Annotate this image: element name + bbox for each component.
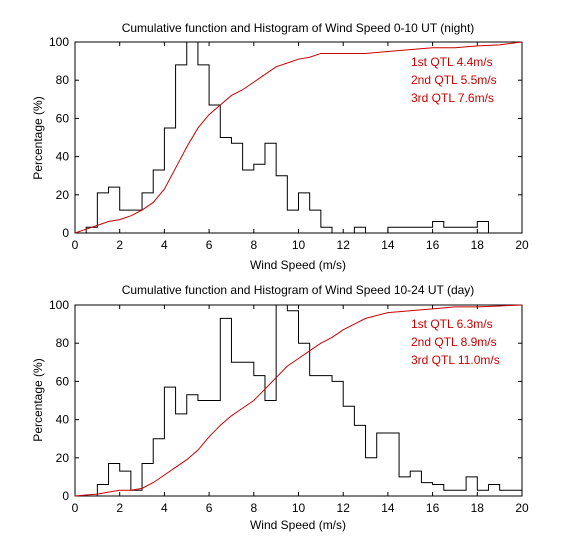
x-tick-label: 20	[515, 238, 529, 252]
x-tick-label: 12	[337, 501, 351, 515]
annotation-q2: 2nd QTL 8.9m/s	[411, 335, 497, 349]
annotation-q1: 1st QTL 4.4m/s	[411, 55, 493, 69]
x-tick-label: 16	[426, 238, 440, 252]
x-tick-label: 6	[206, 501, 213, 515]
x-tick-label: 2	[116, 238, 123, 252]
x-tick-label: 18	[471, 501, 485, 515]
annotation-q3: 3rd QTL 11.0m/s	[411, 353, 500, 367]
y-tick-label: 60	[56, 111, 70, 125]
x-tick-label: 0	[72, 238, 79, 252]
night-wind-speed-chart: Cumulative function and Histogram of Win…	[31, 21, 529, 272]
y-tick-label: 20	[56, 188, 70, 202]
x-tick-label: 2	[116, 501, 123, 515]
x-tick-label: 14	[381, 501, 395, 515]
y-tick-label: 20	[56, 451, 70, 465]
histogram-series	[75, 41, 522, 234]
y-tick-label: 100	[49, 298, 69, 312]
cumulative-series	[74, 304, 523, 497]
chart-title: Cumulative function and Histogram of Win…	[122, 283, 475, 297]
annotation-q2: 2nd QTL 5.5m/s	[411, 73, 497, 87]
plot-area: 0 2 4 6 8 10 12 14 16 18 20 0 20 40 60 80 100	[49, 298, 529, 515]
x-tick-label: 14	[381, 238, 395, 252]
x-tick-label: 12	[337, 238, 351, 252]
x-tick-label: 6	[206, 238, 213, 252]
annotation-q3: 3rd QTL 7.6m/s	[411, 91, 494, 105]
y-tick-label: 0	[62, 489, 69, 503]
x-tick-label: 8	[250, 238, 257, 252]
x-axis-label: Wind Speed (m/s)	[250, 258, 346, 272]
x-tick-label: 8	[250, 501, 257, 515]
y-axis-label: Percentage (%)	[31, 96, 45, 179]
y-tick-label: 100	[49, 35, 69, 49]
x-tick-label: 0	[72, 501, 79, 515]
x-tick-label: 10	[292, 238, 306, 252]
annotation-q1: 1st QTL 6.3m/s	[411, 317, 493, 331]
y-tick-label: 60	[56, 374, 70, 388]
chart-title: Cumulative function and Histogram of Win…	[122, 21, 475, 35]
y-tick-label: 80	[56, 336, 70, 350]
y-tick-label: 0	[62, 226, 69, 240]
cumulative-series	[74, 41, 523, 234]
plot-area: 0 2 4 6 8 10 12 14 16 18 20 0 20 40 60 80 100	[49, 35, 529, 252]
histogram-series	[96, 304, 523, 496]
x-tick-label: 20	[515, 501, 529, 515]
x-tick-label: 10	[292, 501, 306, 515]
x-tick-label: 16	[426, 501, 440, 515]
x-tick-label: 4	[161, 501, 168, 515]
y-tick-label: 40	[56, 150, 70, 164]
y-axis-label: Percentage (%)	[31, 358, 45, 441]
y-tick-label: 80	[56, 73, 70, 87]
x-axis-label: Wind Speed (m/s)	[250, 518, 346, 532]
day-wind-speed-chart: Cumulative function and Histogram of Win…	[31, 283, 529, 532]
y-tick-label: 40	[56, 413, 70, 427]
x-tick-label: 4	[161, 238, 168, 252]
x-tick-label: 18	[471, 238, 485, 252]
